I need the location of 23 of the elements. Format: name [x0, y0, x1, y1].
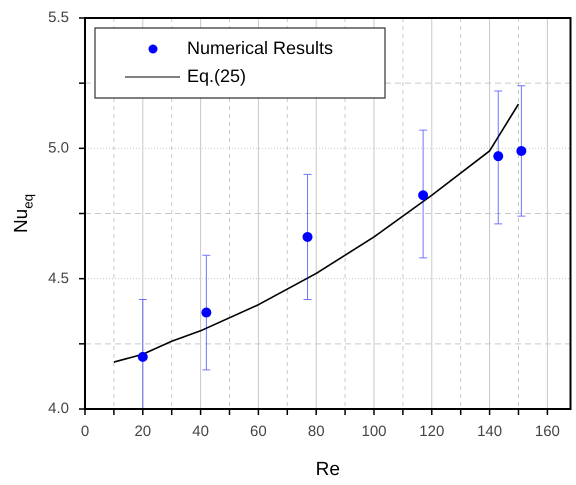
y-axis-title: Nueq — [11, 194, 36, 234]
point — [201, 308, 212, 318]
x-tick-label: 0 — [80, 423, 90, 440]
point — [516, 146, 526, 156]
x-tick-label: 40 — [192, 423, 209, 440]
legend-label: Eq.(25) — [187, 66, 246, 86]
legend-label: Numerical Results — [187, 38, 334, 58]
x-tick-label: 20 — [134, 423, 152, 440]
point — [418, 190, 428, 200]
x-tick-label: 80 — [308, 423, 325, 440]
x-tick-label: 140 — [477, 423, 502, 440]
x-tick-label: 120 — [419, 423, 444, 440]
x-axis-title: Re — [316, 459, 340, 480]
x-tick-label: 60 — [250, 423, 267, 440]
y-tick-label: 5.5 — [48, 9, 69, 26]
x-tick-label: 160 — [534, 423, 560, 440]
point — [138, 352, 148, 362]
y-tick-label: 4.0 — [48, 400, 69, 418]
point — [302, 232, 313, 242]
y-tick-label: 4.5 — [48, 270, 69, 287]
x-tick-label: 100 — [361, 423, 387, 440]
point — [493, 151, 504, 162]
y-tick-label: 5.0 — [48, 139, 69, 156]
